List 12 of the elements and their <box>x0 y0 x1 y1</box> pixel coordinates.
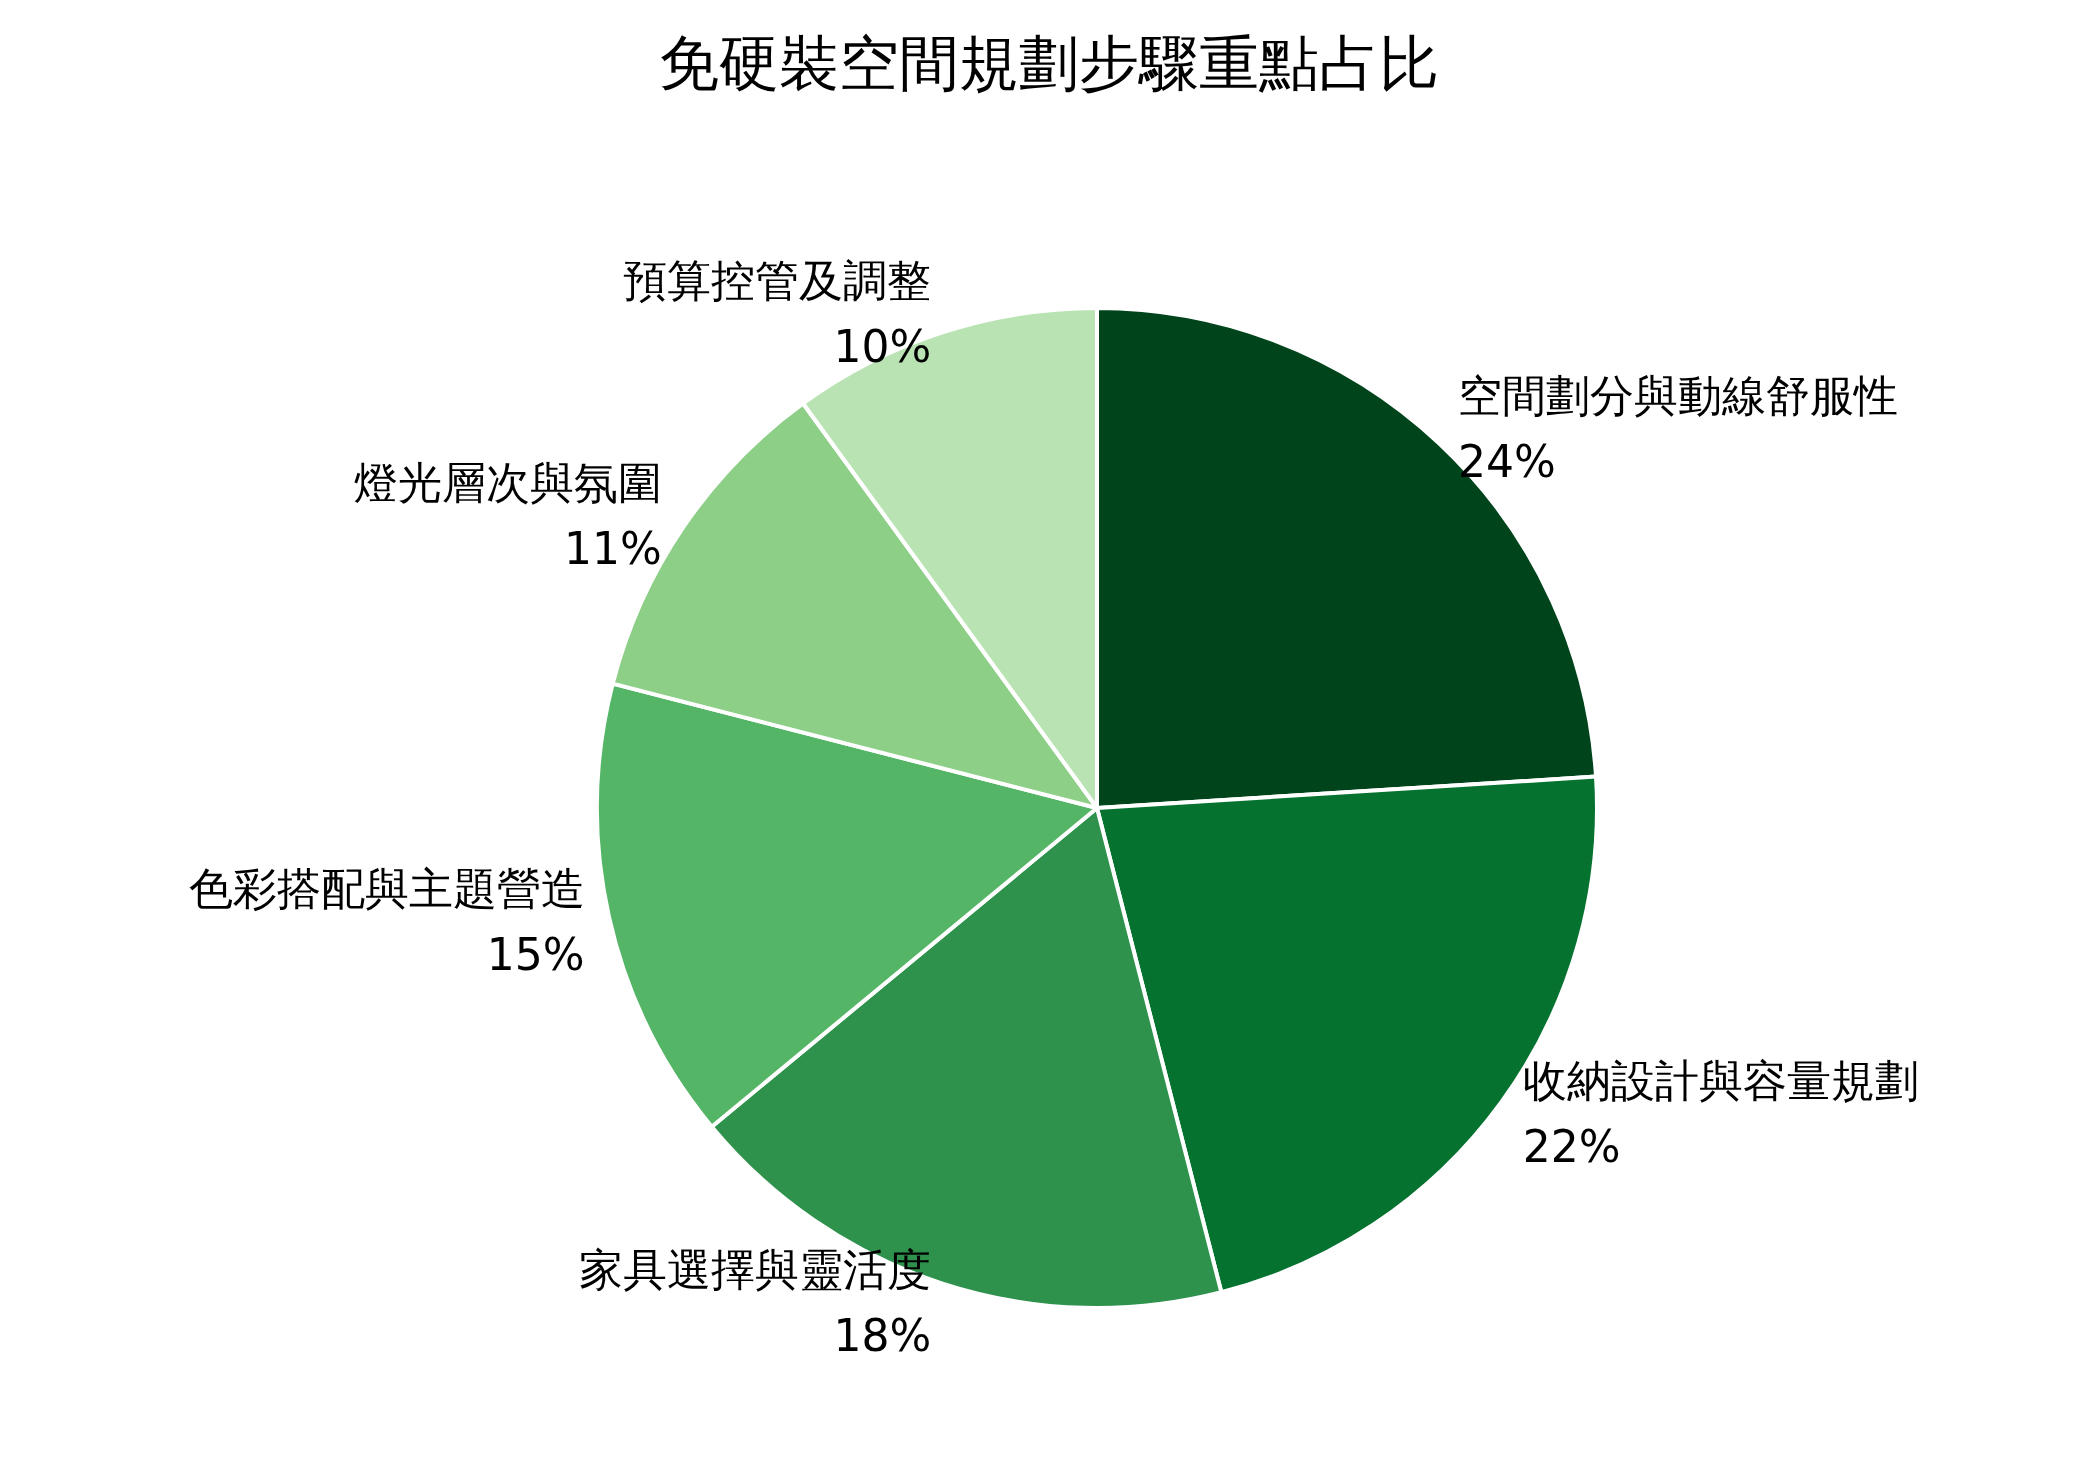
data-label: 18% <box>833 1310 932 1362</box>
slice-label: 燈光層次與氛圍 <box>353 457 662 509</box>
chart-title: 免硬裝空間規劃步驟重點占比 <box>659 28 1439 98</box>
data-label: 10% <box>833 320 932 372</box>
data-label: 22% <box>1522 1121 1621 1173</box>
slice-label: 色彩搭配與主題營造 <box>188 862 585 914</box>
slice-label: 空間劃分與動線舒服性 <box>1457 370 1898 422</box>
slice-label: 收納設計與容量規劃 <box>1522 1055 1919 1107</box>
data-label: 11% <box>564 523 662 575</box>
data-label: 24% <box>1457 436 1556 488</box>
slice-label: 預算控管及調整 <box>623 254 932 306</box>
data-label: 15% <box>486 928 585 980</box>
